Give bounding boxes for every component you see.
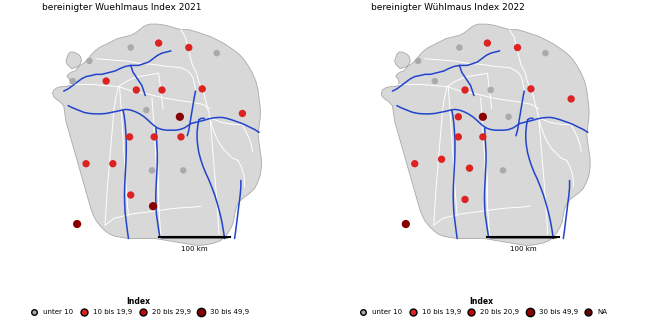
Text: bereinigter Wuehlmaus Index 2021: bereinigter Wuehlmaus Index 2021 — [43, 3, 202, 12]
Point — [67, 78, 78, 84]
Point — [453, 134, 463, 140]
Point — [125, 45, 136, 50]
Point — [464, 166, 475, 171]
Point — [125, 193, 136, 198]
Point — [108, 161, 118, 166]
Point — [125, 134, 135, 140]
Point — [437, 157, 447, 162]
Point — [211, 50, 222, 56]
Polygon shape — [52, 24, 262, 245]
Point — [147, 168, 157, 173]
Point — [512, 45, 523, 50]
Legend: unter 10, 10 bis 19,9, 20 bis 29,9, 30 bis 49,9: unter 10, 10 bis 19,9, 20 bis 29,9, 30 b… — [27, 297, 249, 315]
Point — [176, 134, 186, 140]
Point — [482, 40, 492, 46]
Point — [72, 222, 82, 227]
Point — [148, 203, 158, 209]
Point — [154, 40, 164, 46]
Point — [460, 88, 470, 93]
Point — [174, 114, 185, 120]
Point — [149, 134, 160, 140]
Point — [430, 78, 440, 84]
Point — [101, 78, 111, 84]
Point — [503, 114, 514, 120]
Polygon shape — [381, 24, 590, 245]
Text: bereinigter Wühlmaus Index 2022: bereinigter Wühlmaus Index 2022 — [371, 3, 525, 12]
Point — [498, 168, 508, 173]
Point — [413, 58, 423, 64]
Text: 100 km: 100 km — [510, 246, 536, 252]
Point — [401, 222, 411, 227]
Point — [157, 88, 167, 93]
Point — [84, 58, 94, 64]
Point — [526, 86, 536, 91]
Point — [197, 86, 207, 91]
Point — [81, 161, 91, 166]
Point — [460, 197, 470, 202]
Point — [410, 161, 420, 166]
Point — [454, 45, 464, 50]
Point — [237, 111, 247, 116]
Point — [131, 88, 141, 93]
Point — [178, 168, 189, 173]
Point — [540, 50, 550, 56]
Point — [478, 114, 488, 120]
Point — [183, 45, 194, 50]
Point — [453, 114, 463, 120]
Point — [566, 96, 576, 101]
Point — [486, 88, 496, 93]
Legend: unter 10, 10 bis 19,9, 20 bis 20,9, 30 bis 49,9, NA: unter 10, 10 bis 19,9, 20 bis 20,9, 30 b… — [356, 297, 607, 315]
Text: 100 km: 100 km — [181, 246, 208, 252]
Point — [141, 108, 152, 113]
Point — [478, 134, 488, 140]
